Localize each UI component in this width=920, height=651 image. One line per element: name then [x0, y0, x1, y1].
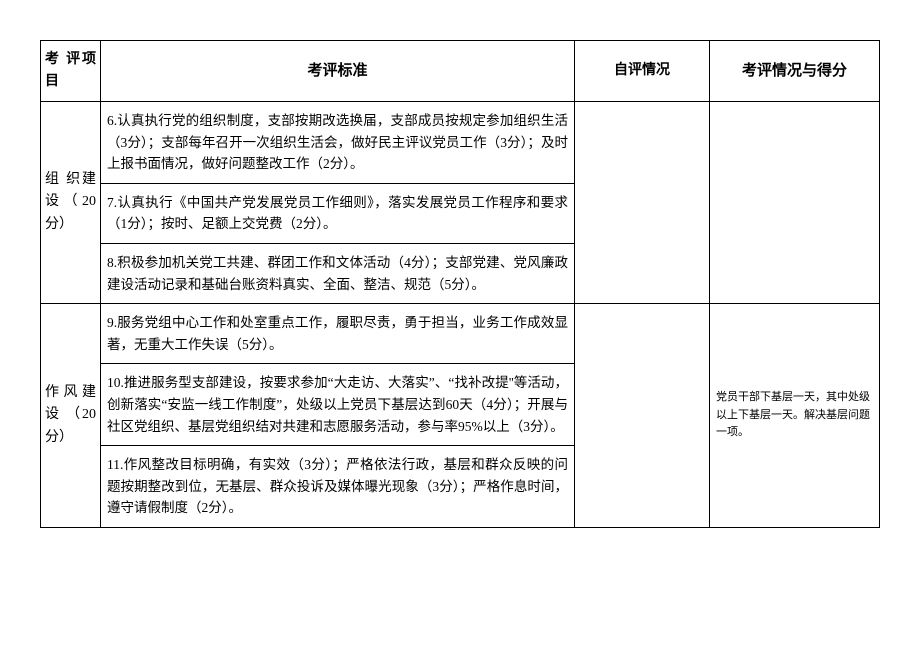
score-cell: 党员干部下基层一天，其中处级以上下基层一天。解决基层问题一项。: [710, 304, 880, 528]
self-cell: [575, 304, 710, 528]
category-work-style: 作风建设 （20分）: [41, 304, 101, 528]
self-cell: [575, 102, 710, 304]
criteria-cell: 9.服务党组中心工作和处室重点工作，履职尽责，勇于担当，业务工作成效显著，无重大…: [101, 304, 575, 364]
header-category: 考 评项目: [41, 41, 101, 102]
evaluation-table: 考 评项目 考评标准 自评情况 考评情况与得分 组 织建设（20分） 6.认真执…: [40, 40, 880, 528]
criteria-cell: 6.认真执行党的组织制度，支部按期改选换届，支部成员按规定参加组织生活（3分）；…: [101, 102, 575, 184]
header-score: 考评情况与得分: [710, 41, 880, 102]
criteria-cell: 10.推进服务型支部建设，按要求参加“大走访、大落实”、“找补改提''等活动，创…: [101, 364, 575, 446]
header-self: 自评情况: [575, 41, 710, 102]
header-criteria: 考评标准: [101, 41, 575, 102]
criteria-cell: 11.作风整改目标明确，有实效（3分）；严格依法行政，基层和群众反映的问题按期整…: [101, 446, 575, 528]
category-org-build: 组 织建设（20分）: [41, 102, 101, 304]
criteria-cell: 8.积极参加机关党工共建、群团工作和文体活动（4分）；支部党建、党风廉政建设活动…: [101, 243, 575, 303]
table-row: 组 织建设（20分） 6.认真执行党的组织制度，支部按期改选换届，支部成员按规定…: [41, 102, 880, 184]
header-row: 考 评项目 考评标准 自评情况 考评情况与得分: [41, 41, 880, 102]
criteria-cell: 7.认真执行《中国共产党发展党员工作细则》，落实发展党员工作程序和要求（1分）；…: [101, 183, 575, 243]
table-row: 作风建设 （20分） 9.服务党组中心工作和处室重点工作，履职尽责，勇于担当，业…: [41, 304, 880, 364]
score-cell: [710, 102, 880, 304]
